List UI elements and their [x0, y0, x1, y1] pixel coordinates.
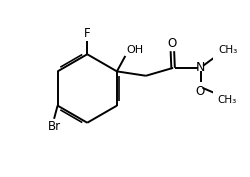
- Text: CH₃: CH₃: [218, 45, 237, 55]
- Text: CH₃: CH₃: [217, 95, 236, 105]
- Text: O: O: [196, 85, 205, 98]
- Text: F: F: [84, 27, 90, 39]
- Text: Br: Br: [48, 120, 61, 133]
- Text: O: O: [168, 37, 177, 50]
- Text: OH: OH: [126, 45, 143, 55]
- Text: N: N: [196, 61, 205, 74]
